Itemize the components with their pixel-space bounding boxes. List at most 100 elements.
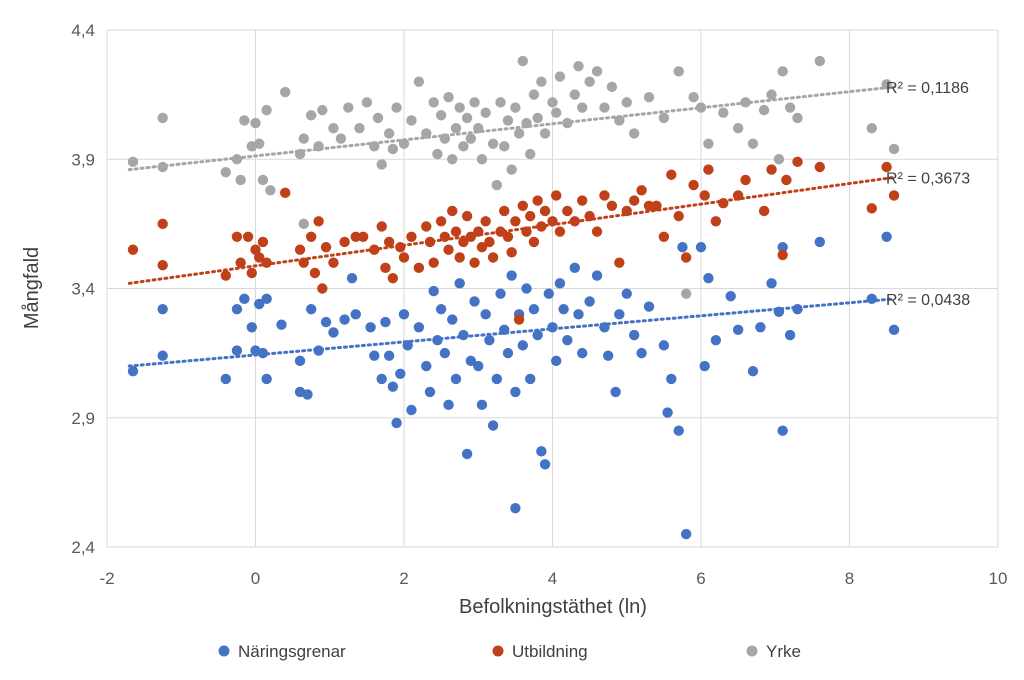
data-point (758, 104, 770, 116)
data-point (517, 340, 528, 351)
data-point (157, 350, 168, 361)
data-point (680, 252, 692, 263)
data-point (628, 128, 640, 139)
data-point (614, 115, 625, 126)
data-point (383, 350, 395, 361)
data-point (628, 329, 640, 341)
data-point (766, 278, 777, 289)
data-point (562, 335, 573, 346)
data-point (305, 303, 317, 315)
data-point (369, 350, 380, 361)
data-point (454, 278, 465, 289)
data-point (357, 231, 369, 242)
legend-marker (492, 645, 504, 657)
data-point (328, 327, 339, 338)
data-point (383, 236, 395, 248)
data-point (250, 117, 261, 129)
data-point (491, 179, 503, 191)
data-point (573, 60, 584, 72)
data-point (476, 241, 488, 253)
data-point (413, 322, 425, 333)
data-point (365, 322, 376, 333)
data-point (328, 123, 339, 134)
data-point (157, 303, 168, 315)
data-point (651, 200, 662, 211)
data-point (510, 503, 521, 514)
legend-label: Näringsgrenar (238, 642, 346, 661)
y-tick-label: 2,4 (71, 538, 95, 557)
data-point (614, 257, 625, 268)
data-point (254, 138, 265, 149)
data-point (881, 161, 892, 173)
data-point (732, 123, 744, 134)
data-point (658, 112, 670, 124)
y-tick-label: 4,4 (71, 21, 95, 40)
data-point (383, 128, 395, 139)
data-point (335, 133, 347, 144)
data-point (339, 314, 350, 325)
data-point (510, 216, 521, 227)
data-point (551, 355, 562, 367)
data-point (591, 270, 603, 281)
trendline-1 (127, 175, 896, 285)
data-point (391, 417, 402, 429)
data-point (602, 350, 614, 361)
data-point (528, 303, 540, 315)
data-point (447, 205, 458, 217)
data-point (758, 205, 770, 217)
data-point (521, 283, 532, 294)
data-point (866, 293, 877, 305)
r2-label: R² = 0,1186 (886, 80, 969, 97)
data-point (543, 288, 554, 299)
r2-label: R² = 0,0438 (886, 292, 970, 309)
data-point (346, 272, 358, 284)
data-point (376, 373, 387, 385)
data-point (777, 66, 788, 77)
data-point (435, 303, 447, 315)
legend-item-0: Näringsgrenar (218, 642, 346, 661)
data-point (814, 161, 825, 173)
data-point (506, 164, 517, 175)
data-point (398, 309, 410, 320)
data-point (881, 231, 892, 242)
data-point (439, 347, 451, 359)
data-point (506, 270, 517, 281)
data-point (406, 404, 417, 416)
data-point (699, 190, 710, 201)
data-point (777, 425, 788, 436)
data-point (680, 288, 692, 299)
data-point (777, 241, 788, 253)
data-point (447, 314, 458, 325)
data-point (569, 89, 580, 100)
data-point (387, 381, 399, 392)
data-point (525, 373, 536, 385)
data-point (792, 112, 803, 124)
data-point (502, 115, 514, 126)
data-point (658, 340, 670, 351)
data-point (643, 92, 655, 103)
x-tick-label: 6 (696, 569, 705, 588)
legend-marker (218, 645, 230, 657)
data-point (387, 143, 399, 155)
data-point (636, 185, 647, 196)
data-point (866, 203, 877, 214)
data-point (814, 236, 825, 248)
data-point (473, 360, 484, 372)
data-point (528, 236, 540, 248)
data-point (465, 133, 477, 144)
data-point (447, 154, 458, 165)
data-point (569, 262, 580, 274)
data-point (591, 66, 603, 77)
data-point (792, 156, 803, 168)
data-point (302, 389, 313, 400)
data-point (532, 329, 543, 341)
series-1-points (127, 156, 900, 325)
data-point (458, 329, 469, 341)
data-point (781, 174, 792, 186)
data-point (528, 89, 540, 100)
data-point (551, 190, 562, 201)
data-point (510, 386, 521, 398)
data-point (320, 316, 332, 328)
data-point (231, 303, 243, 315)
data-point (888, 324, 900, 336)
